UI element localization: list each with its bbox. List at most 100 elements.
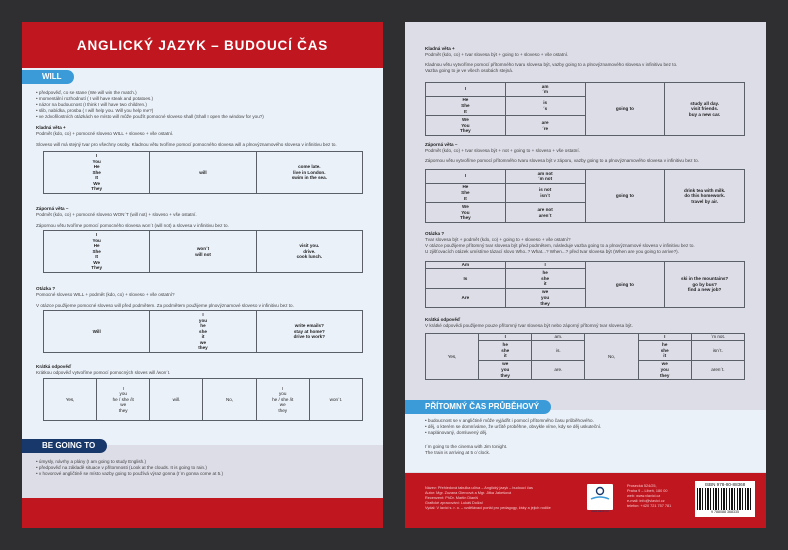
table-cell: are not aren´t <box>504 202 586 223</box>
heading: Záporná věta – <box>425 142 458 147</box>
table-row: Yes, I you he / she /it we they will. No, I … <box>42 378 364 421</box>
formula: Podmět (kdo, co) + pomocné sloveso WILL … <box>36 131 174 136</box>
list-item: • úmysly, návrhy a plány (I am going to … <box>36 459 147 464</box>
publisher-address: Prosecká 524/25, Praha 9 – Libeň, 180 00… <box>627 484 672 508</box>
table-cell: going to <box>584 261 666 308</box>
table-cell: am not ´m not <box>504 169 586 184</box>
list-item: • předpověď na základě situace v přítomn… <box>36 465 207 470</box>
will-question-section: Otázka ? Pomocné sloveso WILL + podmět (k… <box>36 286 376 309</box>
table-cell: I <box>478 332 533 342</box>
table-cell: I you he / she /it we they <box>96 378 151 421</box>
will-negative-section: Záporná věta – Podmět (kdo, co) + pomocné… <box>36 206 376 229</box>
formula: Pomocné sloveso WILL + podmět (kdo, co) … <box>36 292 175 297</box>
barcode <box>697 488 753 510</box>
heading: Kladná věta + <box>425 46 455 51</box>
will-short-answer-section: Krátká odpověď Krátkou odpověď vytvoříme … <box>36 364 376 376</box>
table-cell: We You They <box>425 115 506 136</box>
table-cell: Is <box>425 268 506 289</box>
right-page: Kladná věta + Podmět (kdo, co) + tvar slo… <box>405 22 766 528</box>
heading: Záporná věta – <box>36 206 69 211</box>
table-cell: write emails? stay at home? drive to wor… <box>255 310 364 353</box>
table-cell: he she it <box>504 268 586 289</box>
table-cell: Am <box>425 260 506 270</box>
table-cell: I <box>504 260 586 270</box>
table-cell: is ´s <box>504 95 586 117</box>
list-item: • děj, o kterém se domníváme, že určitě … <box>425 424 602 429</box>
list-item: • slib, nabídka, prosba ( I will help yo… <box>36 108 154 113</box>
going-uses-list: • úmysly, návrhy a plány (I am going to … <box>36 459 376 477</box>
present-continuous-examples: I´m going to the cinema with Jim tonight… <box>425 444 508 455</box>
list-item: • momentální rozhodnutí ( I will have st… <box>36 96 154 101</box>
table-cell: am ´m <box>504 82 586 97</box>
table-cell: going to <box>584 82 666 136</box>
be-going-to-section <box>22 445 383 498</box>
red-footer <box>22 498 383 528</box>
table-row: We You They are ´re <box>425 115 745 136</box>
table-cell: am. <box>531 332 586 342</box>
table-cell: we you they <box>478 359 533 381</box>
section-tab-be-going-to: BE GOING TO <box>22 439 108 453</box>
table-cell: he she it <box>478 340 533 361</box>
table-cell: is not isn´t <box>504 182 586 204</box>
table-row: I You He She It We They will come late. li… <box>42 151 364 194</box>
table-cell: won´t. <box>308 378 364 421</box>
going-negative-section: Záporná věta – Podmět (kdo, co) + tvar sl… <box>425 142 760 164</box>
table-cell: study all day. visit friends. buy a new … <box>664 82 745 136</box>
publication-info: Název: Přehledová tabulka učiva – Anglic… <box>425 486 551 510</box>
table-cell: Will <box>42 310 151 353</box>
table-row: He She It is ´s <box>425 95 745 117</box>
publisher-logo: www.vlavici.cz <box>587 484 613 513</box>
table-row: I You He She It We They won´t will not vis… <box>42 230 364 273</box>
table-cell: will. <box>149 378 204 421</box>
going-question-section: Otázka ? Tvar slovesa být + podmět (kdo, … <box>425 231 760 255</box>
section-tab-present-continuous: PŘÍTOMNÝ ČAS PRŮBĚHOVÝ <box>405 400 552 414</box>
heading: Otázka ? <box>425 231 445 236</box>
table-cell: come late. live in London. swim in the s… <box>255 151 364 194</box>
will-positive-section: Kladná věta + Podmět (kdo, co) + pomocné … <box>36 125 376 148</box>
book-reader-icon <box>590 486 610 500</box>
table-cell: are. <box>531 359 586 381</box>
table-cell: we you they <box>637 359 692 381</box>
list-item: • názor na budoucnost (I think I will ha… <box>36 102 147 107</box>
table-cell: he she it <box>637 340 692 361</box>
table-cell: ski in the mountains? go by bus? find a … <box>664 261 745 308</box>
heading: Krátká odpověď <box>425 317 461 322</box>
heading: Otázka ? <box>36 286 56 291</box>
table-cell: He She It <box>425 95 506 117</box>
table-cell: No, <box>584 333 639 380</box>
table-cell: He She It <box>425 182 506 204</box>
table-cell: No, <box>202 378 257 421</box>
table-cell: ´m not. <box>690 332 746 342</box>
table-cell: Yes, <box>424 333 480 380</box>
table-cell: I <box>425 82 506 97</box>
note: V otázce použijeme pomocné sloveso will … <box>36 303 294 308</box>
note: Krátkou odpověď vytvoříme pomocí pomocný… <box>36 370 171 375</box>
table-cell: will <box>149 151 257 194</box>
going-short-answer-section: Krátká odpověď V krátké odpovědi použijem… <box>425 317 760 329</box>
list-item: • budoucnost se v angličtině může vyjádř… <box>425 418 594 423</box>
formula: Podmět (kdo, co) + pomocné sloveso WON´T… <box>36 212 197 217</box>
table-row: Are we you they <box>425 287 745 309</box>
table-cell: Yes, <box>42 378 98 421</box>
table-cell: are ´re <box>504 115 586 136</box>
heading: Krátká odpověď <box>36 364 72 369</box>
table-cell: visit you. drive. cook lunch. <box>255 230 364 273</box>
table-cell: won´t will not <box>149 230 257 273</box>
present-continuous-uses: • budoucnost se v angličtině může vyjádř… <box>425 418 760 436</box>
heading: Kladná věta + <box>36 125 66 130</box>
will-short-answer-table: Yes, I you he / she /it we they will. No, I … <box>42 378 364 421</box>
will-uses-list: • předpověď, co se stane (We will win th… <box>36 90 376 120</box>
list-item: • naplánovaný, domluvený děj. <box>425 430 488 435</box>
table-cell: isn´t. <box>690 340 746 361</box>
section-tab-will: WILL <box>22 70 74 84</box>
table-cell: I <box>637 332 692 342</box>
present-continuous-section <box>405 410 766 472</box>
table-row: he she it is. he she it isn´t. <box>426 340 746 361</box>
